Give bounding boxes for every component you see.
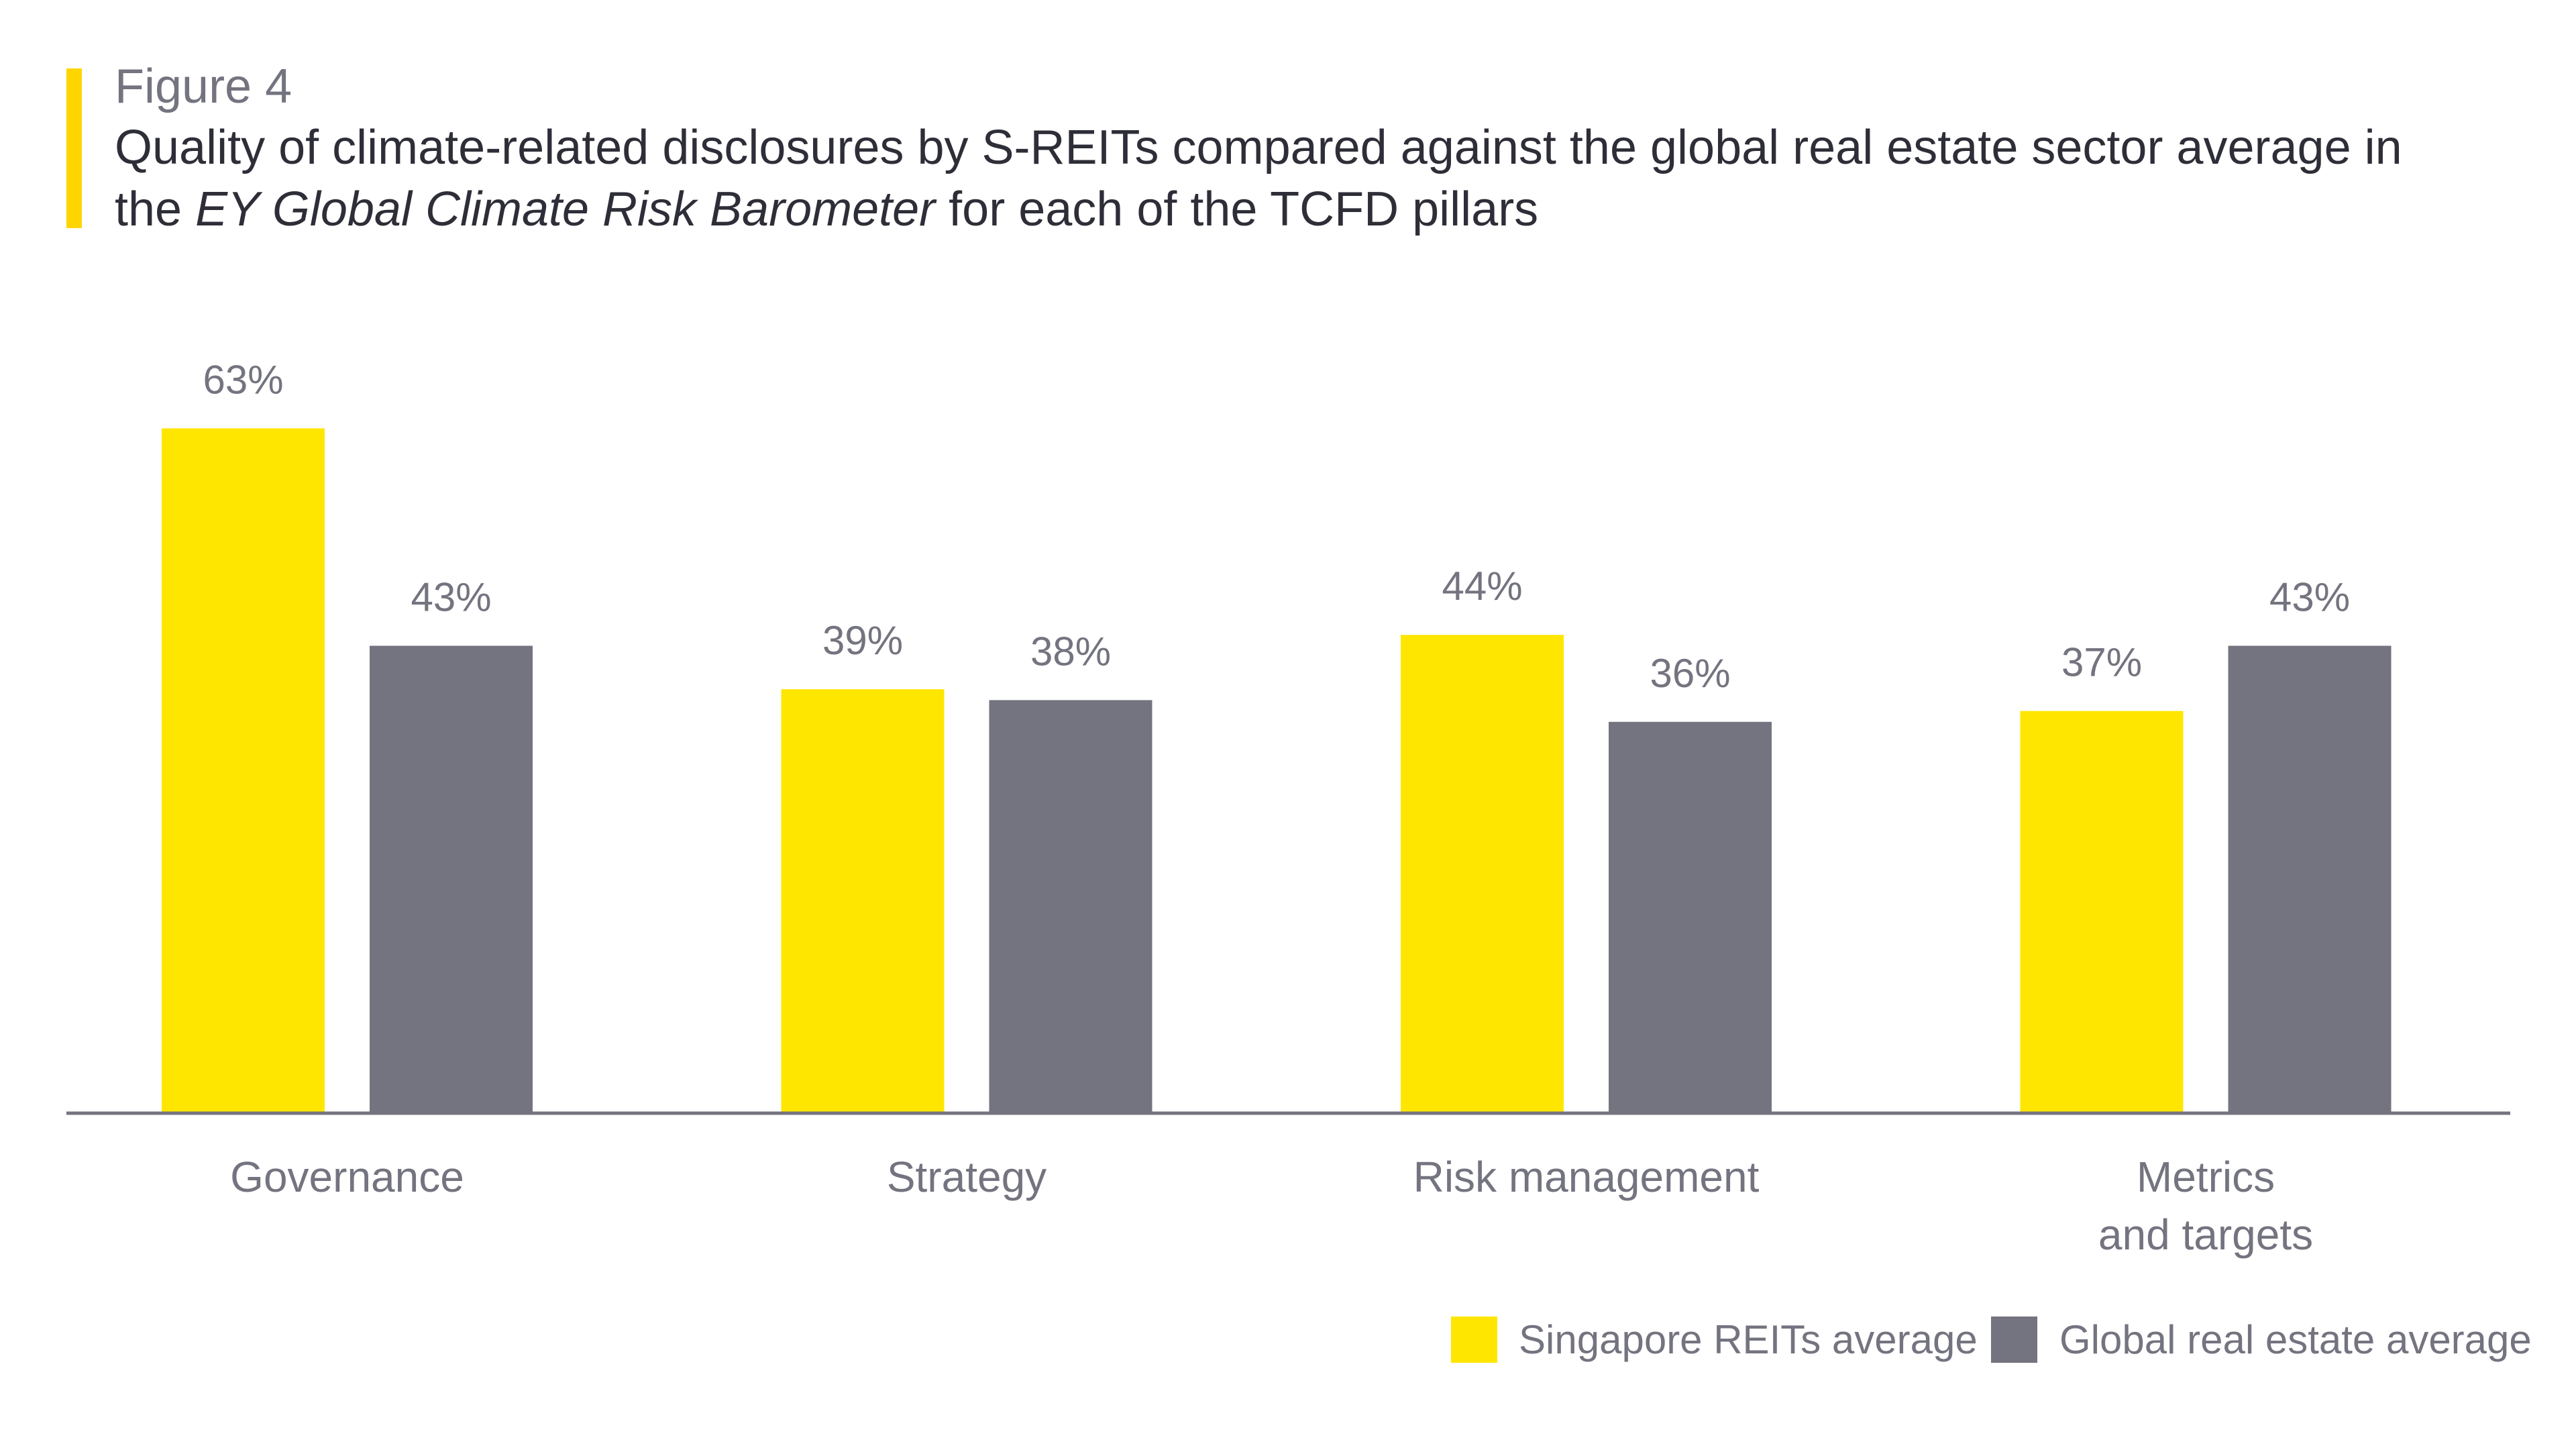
title-part2: for each of the TCFD pillars <box>935 183 1539 236</box>
category-label: Metrics <box>2137 1153 2275 1201</box>
bar-global-3 <box>2228 645 2392 1113</box>
bar-global-0 <box>370 645 533 1113</box>
data-label: 63% <box>203 357 283 402</box>
accent-bar <box>66 68 82 228</box>
data-label: 37% <box>2061 640 2142 685</box>
data-label: 43% <box>411 574 491 619</box>
category-label: Strategy <box>887 1153 1046 1201</box>
legend-label-singapore: Singapore REITs average <box>1519 1317 1978 1362</box>
category-label: and targets <box>2098 1210 2313 1259</box>
legend-swatch-singapore <box>1451 1316 1497 1363</box>
bar-global-2 <box>1609 721 1772 1113</box>
legend: Singapore REITs average Global real esta… <box>1451 1316 2532 1363</box>
category-label: Governance <box>230 1153 464 1201</box>
data-label: 39% <box>822 618 903 663</box>
category-label: Risk management <box>1413 1153 1760 1201</box>
figure-label: Figure 4 <box>115 60 292 113</box>
bar-singapore-0 <box>162 428 325 1113</box>
bar-singapore-2 <box>1401 635 1564 1113</box>
data-label: 38% <box>1030 629 1111 674</box>
legend-swatch-global <box>1991 1316 2037 1363</box>
title-part1: Quality of climate-related disclosures b… <box>115 121 2402 236</box>
chart-title: Quality of climate-related disclosures b… <box>115 117 2463 240</box>
data-label: 43% <box>2269 574 2350 619</box>
bar-singapore-3 <box>2020 711 2184 1113</box>
legend-label-global: Global real estate average <box>2059 1317 2532 1362</box>
bar-singapore-1 <box>781 689 945 1113</box>
bar-global-1 <box>989 700 1152 1113</box>
data-label: 44% <box>1442 564 1522 609</box>
title-italic: EY Global Climate Risk Barometer <box>195 183 936 236</box>
data-label: 36% <box>1650 651 1730 696</box>
